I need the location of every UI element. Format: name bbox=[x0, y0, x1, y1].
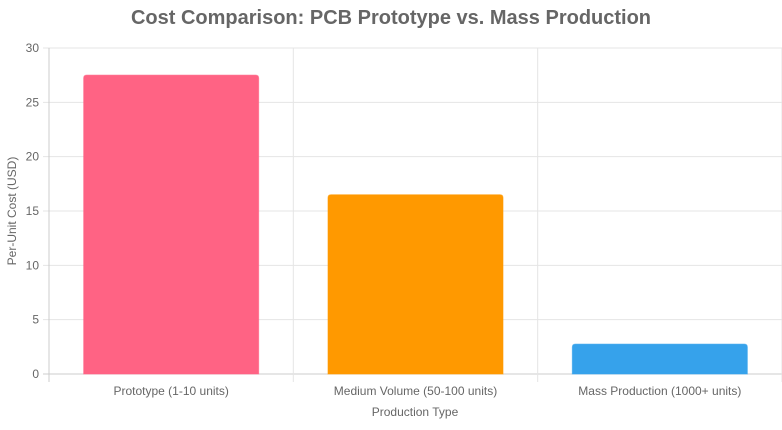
bar-2 bbox=[327, 194, 504, 375]
y-tick-label: 0 bbox=[32, 367, 39, 381]
x-tick-label: Medium Volume (50-100 units) bbox=[334, 384, 497, 398]
x-tick-label: Prototype (1-10 units) bbox=[113, 384, 228, 398]
y-axis-label: Per-Unit Cost (USD) bbox=[5, 157, 19, 266]
y-tick-label: 30 bbox=[26, 41, 40, 55]
bar-3 bbox=[571, 343, 748, 375]
y-tick-label: 15 bbox=[26, 204, 40, 218]
bar-1 bbox=[83, 74, 260, 375]
y-tick-label: 25 bbox=[26, 95, 40, 109]
y-tick-label: 10 bbox=[26, 258, 40, 272]
y-tick-label: 5 bbox=[32, 313, 39, 327]
x-axis-label: Production Type bbox=[372, 405, 459, 419]
y-tick-label: 20 bbox=[26, 150, 40, 164]
x-tick-label: Mass Production (1000+ units) bbox=[578, 384, 741, 398]
chart-title: Cost Comparison: PCB Prototype vs. Mass … bbox=[131, 7, 651, 29]
